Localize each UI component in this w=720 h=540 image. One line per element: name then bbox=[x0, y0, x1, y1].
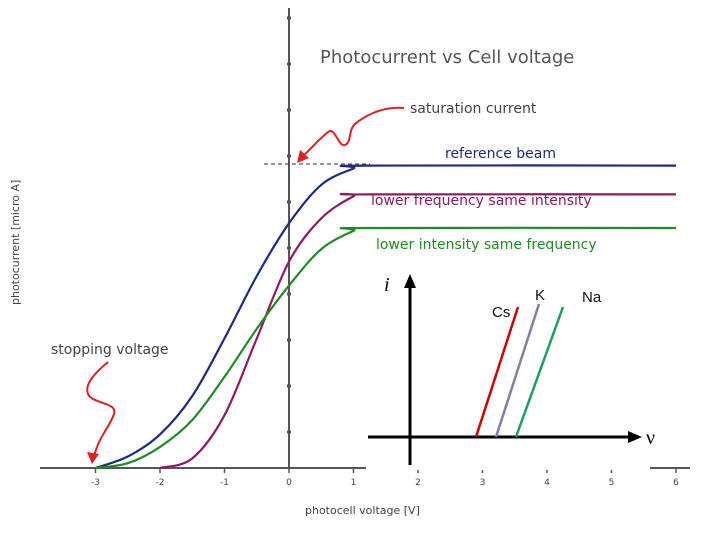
x-tick-label: -2 bbox=[156, 478, 165, 488]
inset-x-arrow-head bbox=[628, 431, 642, 443]
inset-y-label: i bbox=[384, 274, 390, 296]
inset-label-k: K bbox=[535, 287, 545, 304]
annotation-saturation-current: saturation current bbox=[410, 101, 537, 117]
curve-label-reference-beam: reference beam bbox=[445, 146, 556, 162]
y-axis-label: photocurrent [micro A] bbox=[9, 180, 22, 305]
inset-line-k bbox=[494, 303, 541, 438]
x-tick-label: 1 bbox=[351, 478, 357, 488]
x-tick-label: -1 bbox=[220, 478, 229, 488]
x-axis-label: photocell voltage [V] bbox=[305, 504, 420, 517]
x-tick-label: 5 bbox=[609, 478, 615, 488]
x-tick-label: 2 bbox=[415, 478, 421, 488]
saturation-arrow-head bbox=[297, 150, 309, 163]
curve-label-lower-intensity: lower intensity same frequency bbox=[376, 237, 597, 253]
inset-diagram: i ν Cs K Na bbox=[366, 270, 655, 470]
x-tick-label: 4 bbox=[544, 478, 550, 488]
curve-reference-beam bbox=[95, 164, 677, 470]
x-tick-label: 6 bbox=[673, 478, 679, 488]
curves bbox=[95, 164, 677, 470]
inset-x-label: ν bbox=[646, 427, 655, 449]
x-tick-label: -3 bbox=[91, 478, 100, 488]
chart-title: Photocurrent vs Cell voltage bbox=[320, 47, 574, 68]
stopping-arrow bbox=[86, 361, 116, 459]
stopping-arrow-head bbox=[87, 452, 99, 464]
curve-label-lower-frequency: lower frequency same intensity bbox=[371, 193, 592, 209]
annotation-stopping-voltage: stopping voltage bbox=[51, 342, 169, 358]
curve-lower-frequency-same-intensity bbox=[159, 192, 677, 470]
inset-line-na bbox=[514, 306, 565, 438]
x-tick-label: 3 bbox=[480, 478, 486, 488]
saturation-arrow bbox=[298, 106, 405, 161]
x-tick-label: 0 bbox=[286, 478, 292, 488]
x-axis-ticks: -3 -2 -1 0 1 2 3 4 5 6 bbox=[91, 468, 679, 488]
curve-lower-intensity-same-frequency bbox=[95, 226, 677, 470]
inset-line-cs bbox=[474, 306, 520, 438]
inset-y-arrow-head bbox=[404, 274, 416, 288]
inset-label-na: Na bbox=[582, 289, 602, 306]
inset-label-cs: Cs bbox=[492, 304, 510, 321]
y-axis-ticks bbox=[287, 16, 291, 434]
